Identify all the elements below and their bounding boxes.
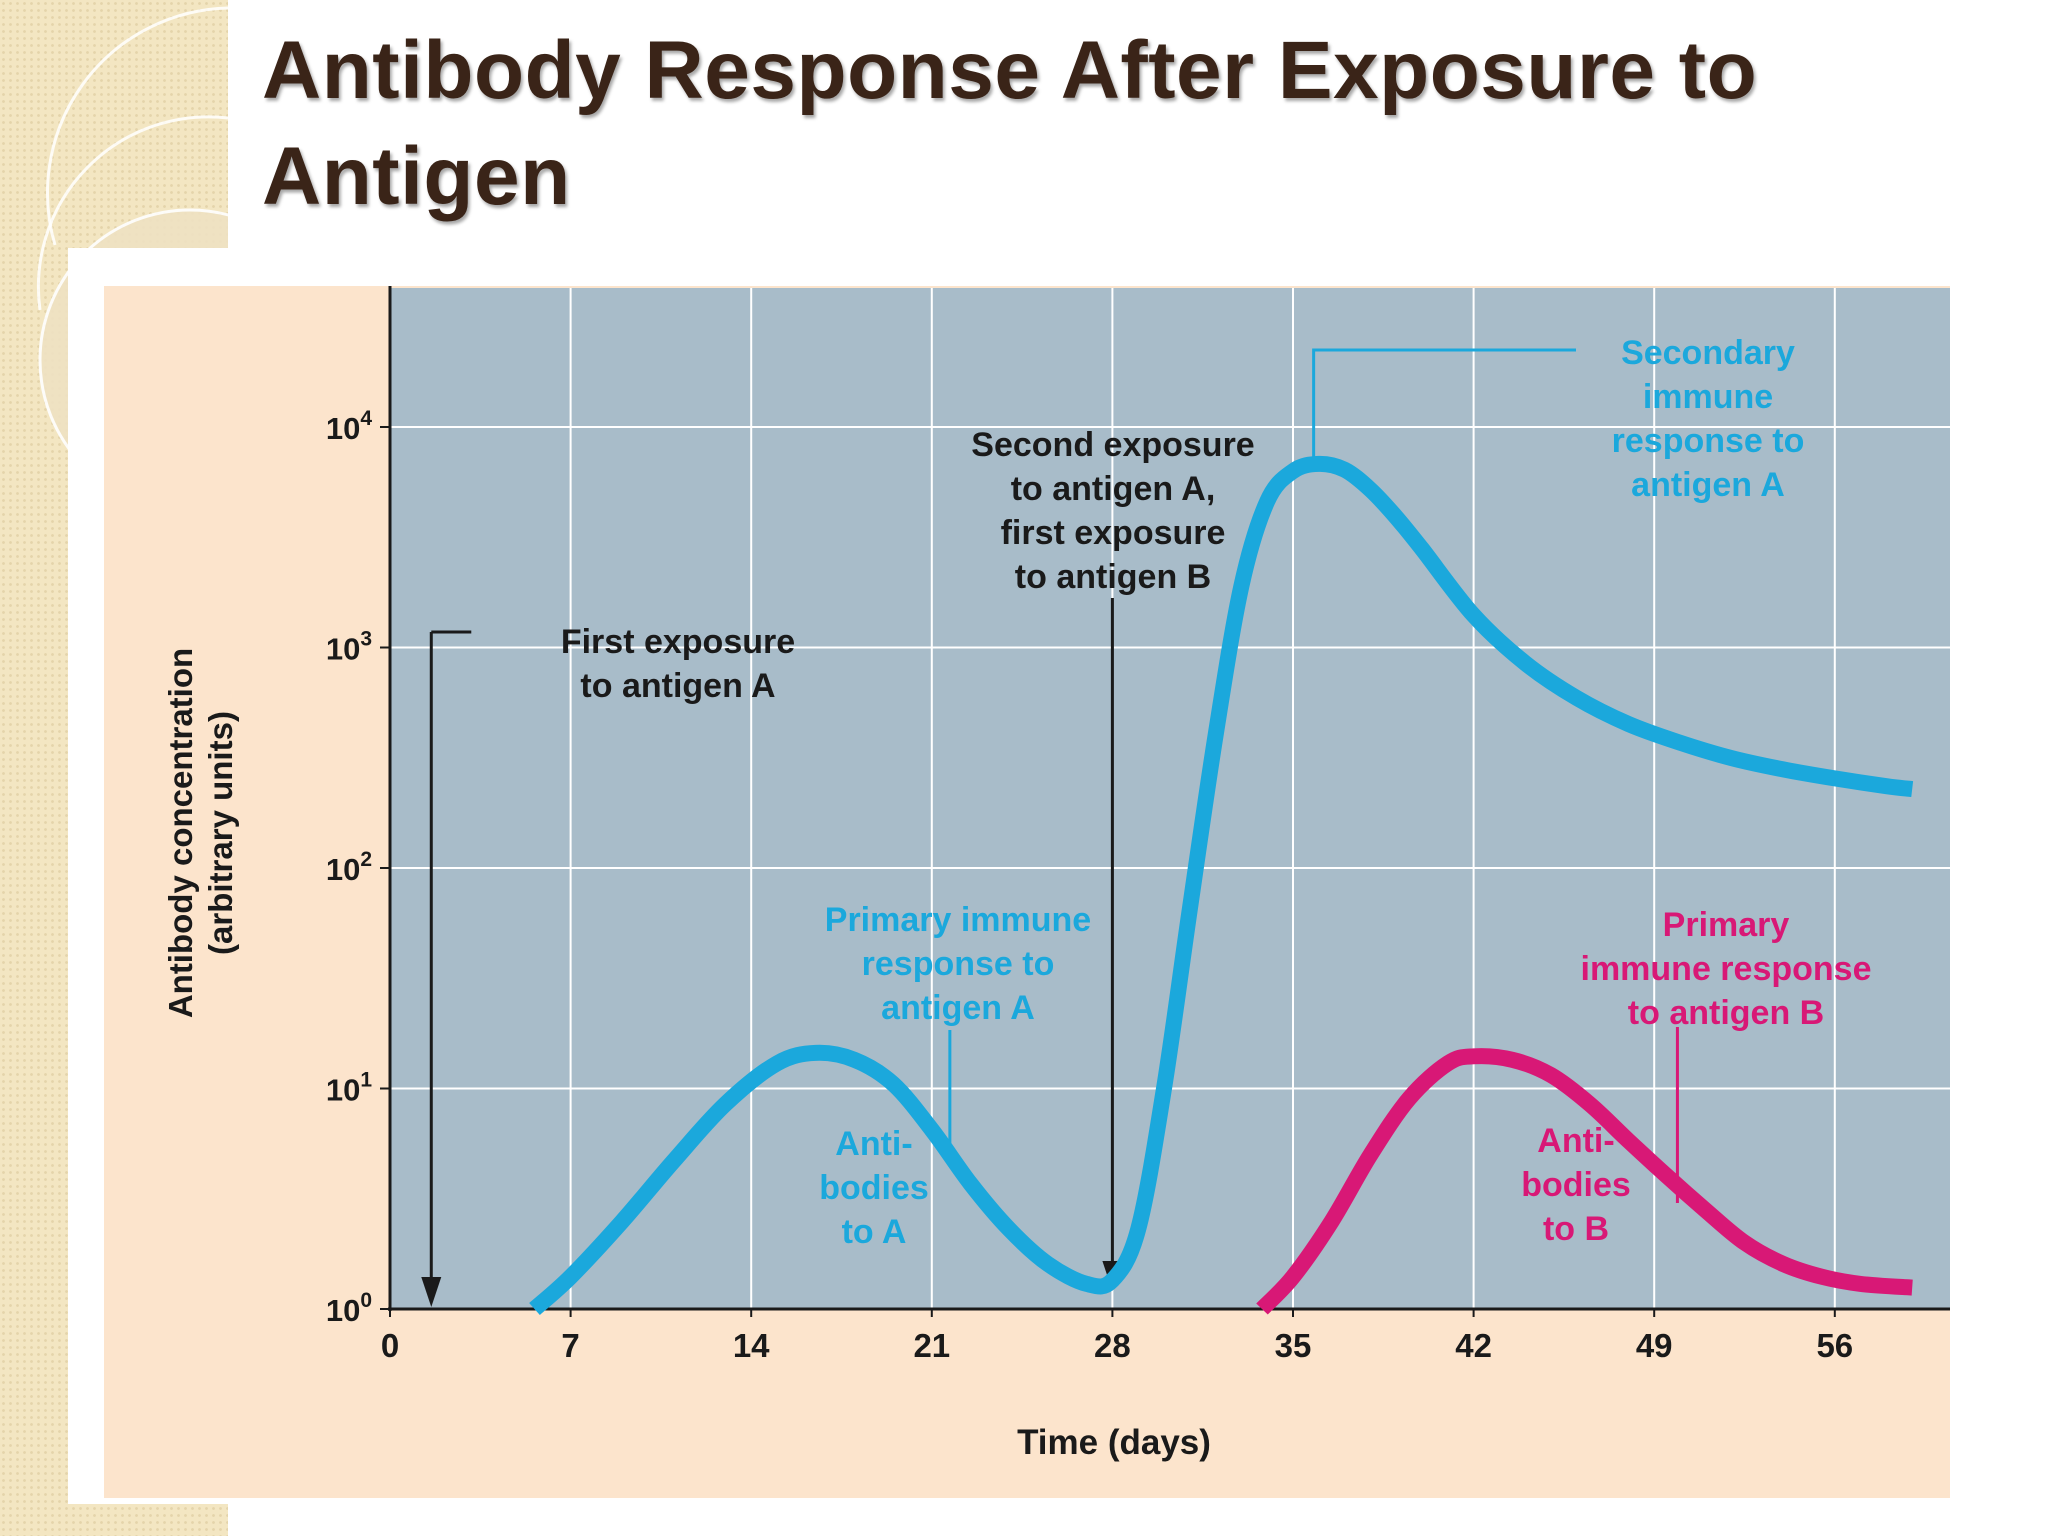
label-secondary-response-a-line: response to: [1612, 422, 1805, 460]
label-secondary-response-a: Secondary immune response to antigen A: [1612, 334, 1805, 504]
x-tick-label: 56: [1816, 1327, 1853, 1364]
label-secondary-response-a-line: Secondary: [1621, 334, 1795, 372]
label-secondary-response-a-line: immune: [1643, 378, 1773, 416]
plot-area: [390, 288, 1950, 1309]
x-tick-label: 0: [381, 1327, 399, 1364]
x-tick-label: 14: [733, 1327, 770, 1364]
label-antibodies-a-line: to A: [842, 1213, 907, 1251]
label-primary-response-a-line: response to: [862, 945, 1055, 983]
label-secondary-response-a-line: antigen A: [1631, 466, 1785, 504]
label-antibodies-b-line: to B: [1543, 1210, 1609, 1248]
label-second-exposure: Second exposure to antigen A, first exposu…: [971, 426, 1254, 596]
y-tick-label: 104: [326, 407, 372, 446]
y-tick-label: 100: [326, 1289, 372, 1328]
label-first-exposure-line: to antigen A: [580, 667, 775, 705]
label-antibodies-b: Anti-bodies to B: [1521, 1122, 1631, 1248]
x-axis-label: Time (days): [1017, 1423, 1211, 1462]
label-primary-response-a-line: Primary immune: [825, 901, 1091, 939]
label-primary-response-b-line: to antigen B: [1628, 994, 1824, 1032]
label-antibodies-b-line: bodies: [1521, 1166, 1631, 1204]
label-primary-response-b-line: Primary: [1663, 906, 1790, 944]
axes: [388, 286, 1950, 1311]
y-tick-label: 101: [326, 1069, 372, 1108]
label-primary-response-b: Primary immune response to antigen B: [1581, 906, 1872, 1032]
label-second-exposure-line: Second exposure: [971, 426, 1254, 464]
label-primary-response-b-line: immune response: [1581, 950, 1872, 988]
label-first-exposure-line: First exposure: [561, 623, 795, 661]
antibody-response-chart: 0 7 14 21 28 35 42 49 56 100 101 102 103 104 Time (d…: [104, 286, 1950, 1498]
x-tick-label: 49: [1636, 1327, 1673, 1364]
slide-title: Antibody Response After Exposure to Anti…: [262, 25, 1758, 222]
x-tick-label: 21: [913, 1327, 950, 1364]
data-series: [529, 455, 1914, 1316]
y-axis-label: Antibody concentration: [162, 648, 199, 1018]
label-antibodies-a: Anti-bodies to A: [819, 1125, 929, 1251]
secondary-leader: [1312, 348, 1576, 468]
label-antibodies-a-line: Anti-: [835, 1125, 912, 1163]
annotation-labels: First exposure to antigen A Second exposur…: [561, 334, 1872, 1251]
label-second-exposure-line: to antigen B: [1015, 558, 1211, 596]
x-tick-label: 28: [1094, 1327, 1131, 1364]
x-tick-label: 35: [1275, 1327, 1312, 1364]
label-primary-response-a: Primary immune response to antigen A: [825, 901, 1091, 1027]
first-exposure-arrow-head: [421, 1277, 442, 1307]
y-axis-units: (arbitrary units): [202, 711, 239, 955]
series-line-antibodies-b: [1256, 1048, 1913, 1315]
label-second-exposure-line: to antigen A,: [1011, 470, 1216, 508]
label-second-exposure-line: first exposure: [1001, 514, 1226, 552]
y-axis-ticks: 100 101 102 103 104: [326, 407, 390, 1328]
x-tick-label: 42: [1455, 1327, 1492, 1364]
figure-card: 0 7 14 21 28 35 42 49 56 100 101 102 103 104 Time (d…: [68, 248, 2004, 1504]
series-line-antibodies-a: [529, 455, 1914, 1316]
x-axis-ticks: 0 7 14 21 28 35 42 49 56: [381, 1309, 1853, 1364]
y-tick-label: 103: [326, 628, 372, 667]
label-antibodies-b-line: Anti-: [1537, 1122, 1614, 1160]
x-tick-label: 7: [561, 1327, 579, 1364]
y-tick-label: 102: [326, 848, 372, 887]
label-first-exposure: First exposure to antigen A: [561, 623, 795, 705]
label-primary-response-a-line: antigen A: [881, 989, 1035, 1027]
label-antibodies-a-line: bodies: [819, 1169, 929, 1207]
